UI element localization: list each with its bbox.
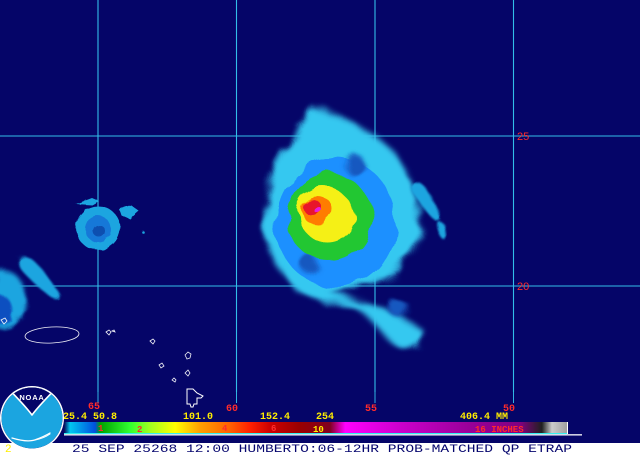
svg-text:25: 25 [517,131,529,143]
svg-text:2: 2 [5,444,12,455]
svg-text:55: 55 [365,404,377,415]
svg-text:254: 254 [316,412,334,423]
svg-text:2: 2 [137,425,142,435]
svg-text:406.4 MM: 406.4 MM [460,412,508,423]
svg-text:101.0: 101.0 [183,412,213,423]
svg-text:1: 1 [98,424,104,434]
svg-text:60: 60 [226,404,238,415]
svg-text:25.4 50.8: 25.4 50.8 [63,412,117,423]
svg-text:25 SEP 25268 12:00 HUMBERTO:06: 25 SEP 25268 12:00 HUMBERTO:06-12HR PROB… [72,444,573,455]
svg-text:4: 4 [222,424,228,434]
svg-text:6: 6 [271,424,276,434]
svg-text:10: 10 [313,425,324,435]
svg-text:16 INCHES: 16 INCHES [475,425,524,435]
svg-text:NOAA: NOAA [19,393,44,402]
svg-text:20: 20 [517,281,529,293]
svg-text:152.4: 152.4 [260,412,290,423]
